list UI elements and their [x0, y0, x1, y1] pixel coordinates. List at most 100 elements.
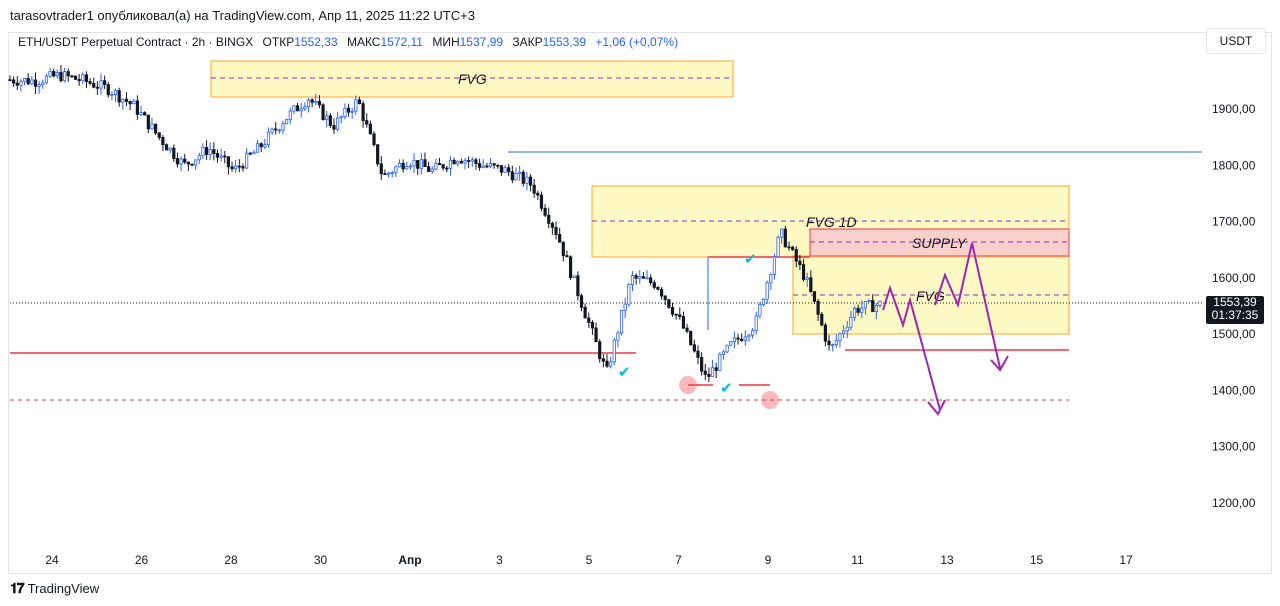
candle-body — [565, 255, 569, 258]
candle-body — [499, 165, 504, 173]
tradingview-logo[interactable]: 𝟏𝟕 TradingView — [10, 580, 99, 597]
candle-body — [750, 330, 755, 336]
candle-body — [146, 114, 150, 130]
candle-body — [241, 166, 245, 169]
candle-body — [601, 358, 605, 362]
candle-body — [157, 132, 161, 138]
y-tick-label: 1900,00 — [1212, 102, 1256, 116]
candle-body — [794, 249, 798, 262]
high-label: МАКС — [346, 35, 381, 49]
candle-body — [339, 116, 343, 119]
candle-body — [325, 115, 329, 120]
candle-body — [594, 327, 598, 343]
x-tick-label: 3 — [496, 553, 503, 567]
close-label: ЗАКР — [512, 35, 543, 49]
candle-body — [663, 295, 667, 301]
candle-body — [554, 226, 558, 235]
candle-body — [619, 309, 624, 334]
candle-body — [809, 277, 813, 292]
candle-body — [801, 264, 806, 280]
candle-body — [128, 101, 132, 105]
candle-body — [776, 236, 780, 258]
candle-body — [197, 155, 201, 161]
candle-body — [456, 160, 460, 165]
candle-body — [281, 123, 285, 131]
candle-body — [598, 341, 602, 360]
candle-body — [867, 300, 871, 303]
candle-body — [623, 303, 627, 311]
candle-body — [150, 123, 154, 130]
candle-body — [219, 155, 223, 158]
candle-body — [703, 370, 707, 375]
candle-body — [849, 316, 853, 328]
candle-body — [223, 155, 227, 158]
x-tick-label: 9 — [765, 553, 772, 567]
last-price-badge: 1553,39 01:37:35 — [1206, 296, 1264, 324]
candle-body — [103, 80, 107, 86]
candle-body — [175, 158, 180, 165]
candle-body — [641, 276, 645, 279]
candle-body — [226, 156, 231, 168]
candle-body — [696, 350, 700, 358]
candle-body — [674, 313, 678, 316]
candle-body — [397, 162, 402, 168]
candle-body — [19, 80, 23, 86]
candle-body — [485, 165, 489, 168]
candle-body — [405, 166, 409, 170]
candle-body — [528, 176, 533, 186]
candle-body — [609, 361, 613, 367]
candle-body — [670, 307, 675, 315]
open-label: ОТКР — [262, 35, 295, 49]
candle-body — [372, 133, 376, 146]
candle-body — [26, 78, 30, 85]
candle-body — [394, 166, 398, 173]
y-tick-label: 1800,00 — [1212, 158, 1256, 172]
forecast-path-2[interactable] — [934, 242, 1001, 369]
fvg-zone-top — [210, 60, 734, 98]
forecast-arrowhead-2 — [990, 355, 1009, 372]
candle-body — [22, 78, 27, 82]
candle-body — [547, 214, 551, 224]
candle-body — [172, 147, 176, 159]
candle-body — [263, 144, 267, 148]
candlestick-series — [8, 65, 882, 383]
candle-body — [503, 167, 507, 173]
y-tick-label: 1700,00 — [1212, 215, 1256, 229]
candle-body — [488, 163, 493, 167]
y-tick-label: 1400,00 — [1212, 383, 1256, 397]
x-tick-label: 13 — [940, 553, 954, 567]
currency-button[interactable]: USDT — [1206, 28, 1266, 54]
candle-body — [135, 100, 140, 115]
candle-body — [379, 163, 383, 175]
candle-body — [860, 307, 864, 313]
candle-body — [423, 159, 427, 168]
candle-body — [270, 128, 274, 133]
candle-body — [798, 260, 802, 266]
candle-body — [113, 90, 118, 95]
candle-body — [321, 104, 325, 120]
candle-body — [827, 340, 831, 346]
candle-body — [215, 153, 220, 158]
candle-body — [416, 160, 420, 169]
x-tick-label: 7 — [675, 553, 682, 567]
chart-frame — [8, 32, 1272, 574]
forecast-path-1[interactable] — [882, 284, 941, 411]
candle-body — [63, 71, 67, 82]
candle-body — [427, 166, 431, 172]
candle-body — [780, 228, 784, 238]
candle-body — [132, 100, 136, 105]
candle-body — [299, 108, 303, 112]
candle-body — [507, 167, 511, 173]
candle-body — [758, 304, 762, 317]
candle-body — [70, 75, 74, 78]
candle-body — [452, 159, 456, 165]
candle-body — [317, 101, 322, 106]
candle-body — [841, 330, 846, 335]
candle-body — [99, 80, 103, 89]
symbol-title[interactable]: ETH/USDT Perpetual Contract · 2h · BINGX — [18, 35, 254, 49]
candle-body — [245, 152, 249, 169]
candle-body — [288, 110, 292, 120]
x-tick-label: Апр — [398, 553, 421, 567]
candle-body — [510, 171, 514, 181]
